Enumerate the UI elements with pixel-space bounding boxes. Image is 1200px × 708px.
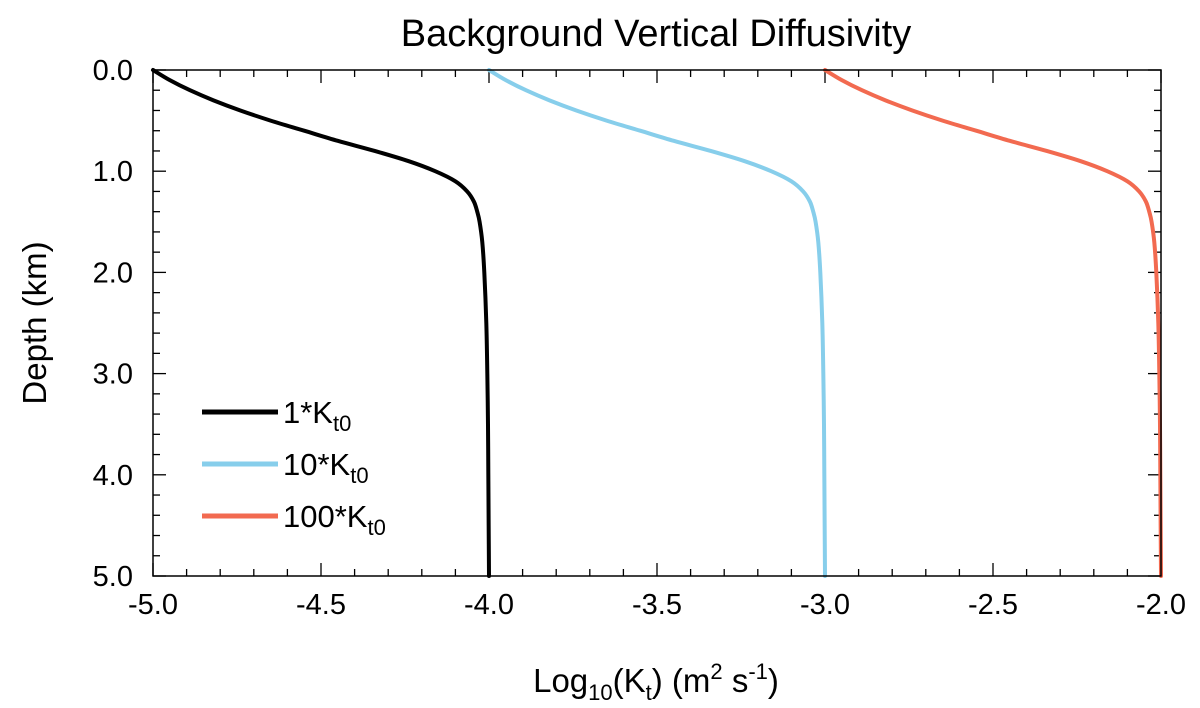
- y-tick-label: 4.0: [93, 460, 133, 492]
- x-tick-label: -3.5: [632, 589, 682, 621]
- x-axis-label-prefix-sub: 10: [588, 680, 612, 705]
- x-axis-label-sup2: -1: [748, 659, 768, 684]
- x-axis-label-unit-mid: s: [723, 662, 749, 699]
- x-axis-label-close: ) (m: [652, 662, 711, 699]
- x-axis-label-sup1: 2: [710, 659, 722, 684]
- x-axis-label: Log10(Kt) (m2 s-1): [533, 659, 779, 705]
- y-tick-label: 5.0: [93, 561, 133, 593]
- series-lines: [151, 68, 1163, 578]
- axis-ticks: [152, 69, 1162, 577]
- series-line-1: [151, 68, 491, 578]
- x-axis-label-open-sub: t: [646, 680, 652, 705]
- chart-title: Background Vertical Diffusivity: [401, 13, 911, 55]
- y-tick-label: 2.0: [93, 257, 133, 289]
- x-tick-label: -3.0: [800, 589, 850, 621]
- y-tick-label: 0.0: [93, 55, 133, 87]
- x-tick-label: -2.0: [1136, 589, 1186, 621]
- legend-label-1: 1*Kt0: [283, 395, 351, 436]
- legend-label-2: 10*Kt0: [283, 447, 369, 488]
- legend-label-3: 100*Kt0: [283, 499, 386, 540]
- y-tick-label: 3.0: [93, 359, 133, 391]
- x-axis-label-prefix: Log: [533, 662, 588, 699]
- x-axis-label-unit-end: ): [768, 662, 779, 699]
- series-line-3: [823, 68, 1163, 578]
- y-axis-label-group: Depth (km): [16, 241, 53, 404]
- plot-frame: [152, 69, 1162, 577]
- x-tick-label: -4.5: [296, 589, 346, 621]
- legend: 1*Kt0 10*Kt0 100*Kt0: [202, 395, 386, 540]
- x-axis-label-open: (K: [613, 662, 646, 699]
- x-tick-label: -5.0: [128, 589, 178, 621]
- series-line-2: [487, 68, 827, 578]
- y-tick-label: 1.0: [93, 156, 133, 188]
- y-axis-label: Depth (km): [16, 241, 53, 404]
- x-tick-label: -2.5: [968, 589, 1018, 621]
- axis-tick-labels: -5.0 -4.5 -4.0 -3.5 -3.0 -2.5 -2.0 0.0 1.0 2.0 3.0…: [93, 55, 1186, 621]
- x-tick-label: -4.0: [464, 589, 514, 621]
